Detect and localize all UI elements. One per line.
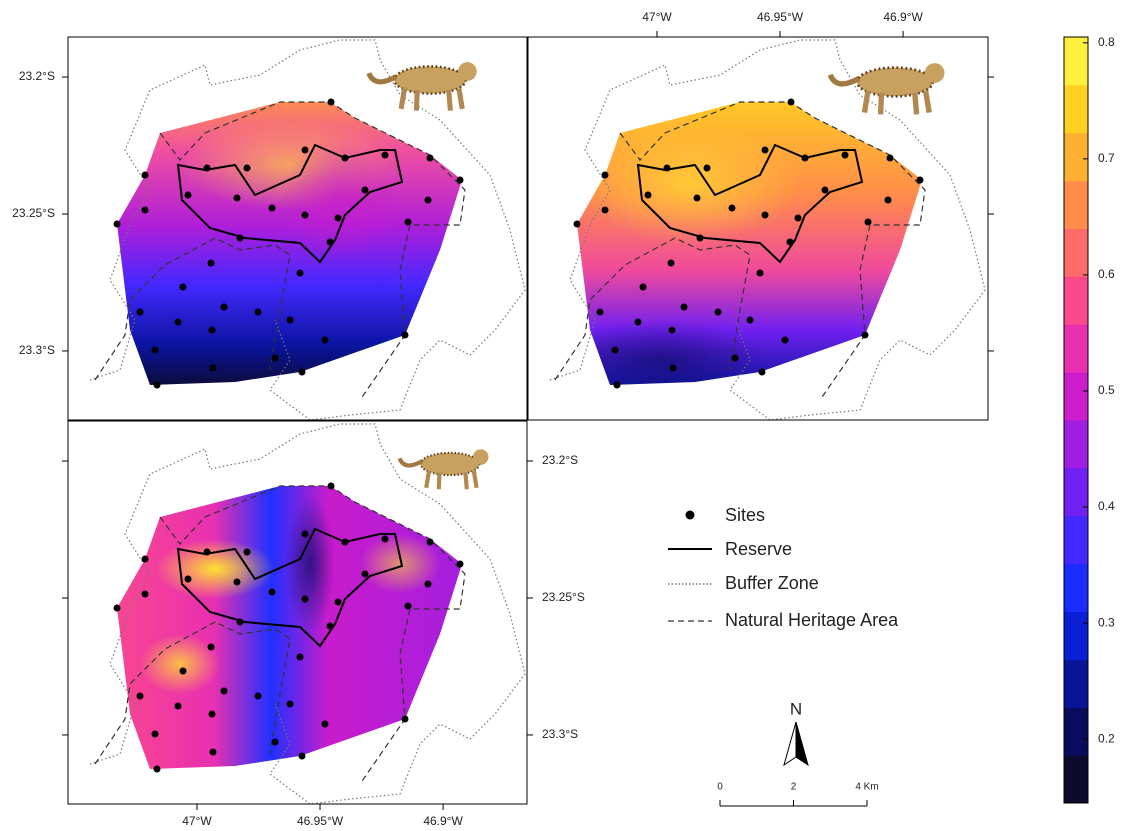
scale-label: 4 Km — [855, 782, 878, 793]
colorbar-tick-label: 0.3 — [1098, 615, 1115, 629]
lon-tick-label: 46.9°W — [423, 814, 463, 828]
colorbar-band — [1064, 84, 1088, 134]
map-panel — [89, 39, 526, 421]
lat-tick-label: 23.3°S — [542, 727, 578, 741]
colorbar-band — [1064, 324, 1088, 373]
lat-tick-label: 23.2°S — [542, 453, 578, 467]
colorbar-band — [1064, 228, 1088, 277]
colorbar-band — [1064, 467, 1088, 517]
colorbar: 0.2 0.3 0.4 0.5 0.6 0.7 0.8 — [1063, 35, 1115, 804]
colorbar-tick-label: 0.6 — [1098, 267, 1115, 281]
colorbar-tick-label: 0.8 — [1098, 35, 1115, 49]
legend-label: Buffer Zone — [725, 573, 819, 593]
colorbar-tick-label: 0.2 — [1098, 731, 1115, 745]
lon-tick-label: 47°W — [182, 814, 212, 828]
colorbar-band — [1064, 755, 1088, 804]
frames — [67, 36, 989, 805]
lat-tick-label: 23.25°S — [12, 206, 55, 220]
legend: Sites Reserve Buffer Zone Natural Herita… — [668, 505, 899, 630]
scale-label: 2 — [791, 782, 797, 793]
colorbar-tick-label: 0.7 — [1098, 151, 1115, 165]
scale-bar: 0 2 4 Km — [717, 782, 879, 807]
legend-label: Reserve — [725, 539, 792, 559]
colorbar-band — [1064, 707, 1088, 756]
legend-label: Sites — [725, 505, 765, 525]
lat-tick-label: 23.3°S — [19, 343, 55, 357]
colorbar-band — [1064, 611, 1088, 660]
colorbar-band — [1064, 276, 1088, 325]
legend-symbol — [685, 510, 695, 520]
colorbar-tick-label: 0.5 — [1098, 383, 1115, 397]
north-label: N — [790, 699, 802, 718]
colorbar-band — [1064, 420, 1088, 469]
lon-tick-label: 46.95°W — [757, 10, 804, 24]
lat-tick-label: 23.25°S — [542, 590, 585, 604]
colorbar-band — [1064, 515, 1088, 565]
colorbar-band — [1064, 180, 1088, 229]
lon-tick-label: 47°W — [642, 10, 672, 24]
north-arrow: N — [783, 699, 809, 767]
lat-tick-label: 23.2°S — [19, 69, 55, 83]
colorbar-band — [1064, 563, 1088, 612]
colorbar-band — [1064, 659, 1088, 708]
colorbar-frame — [1063, 36, 1089, 804]
map-panel — [89, 423, 526, 805]
colorbar-band — [1064, 37, 1088, 86]
colorbar-band — [1064, 132, 1088, 182]
colorbar-tick-label: 0.4 — [1098, 499, 1115, 513]
lon-tick-label: 46.9°W — [883, 10, 923, 24]
lon-tick-label: 46.95°W — [297, 814, 344, 828]
map-panel — [549, 39, 986, 421]
colorbar-band — [1064, 372, 1088, 421]
legend-label: Natural Heritage Area — [725, 610, 899, 630]
scale-label: 0 — [717, 782, 723, 793]
